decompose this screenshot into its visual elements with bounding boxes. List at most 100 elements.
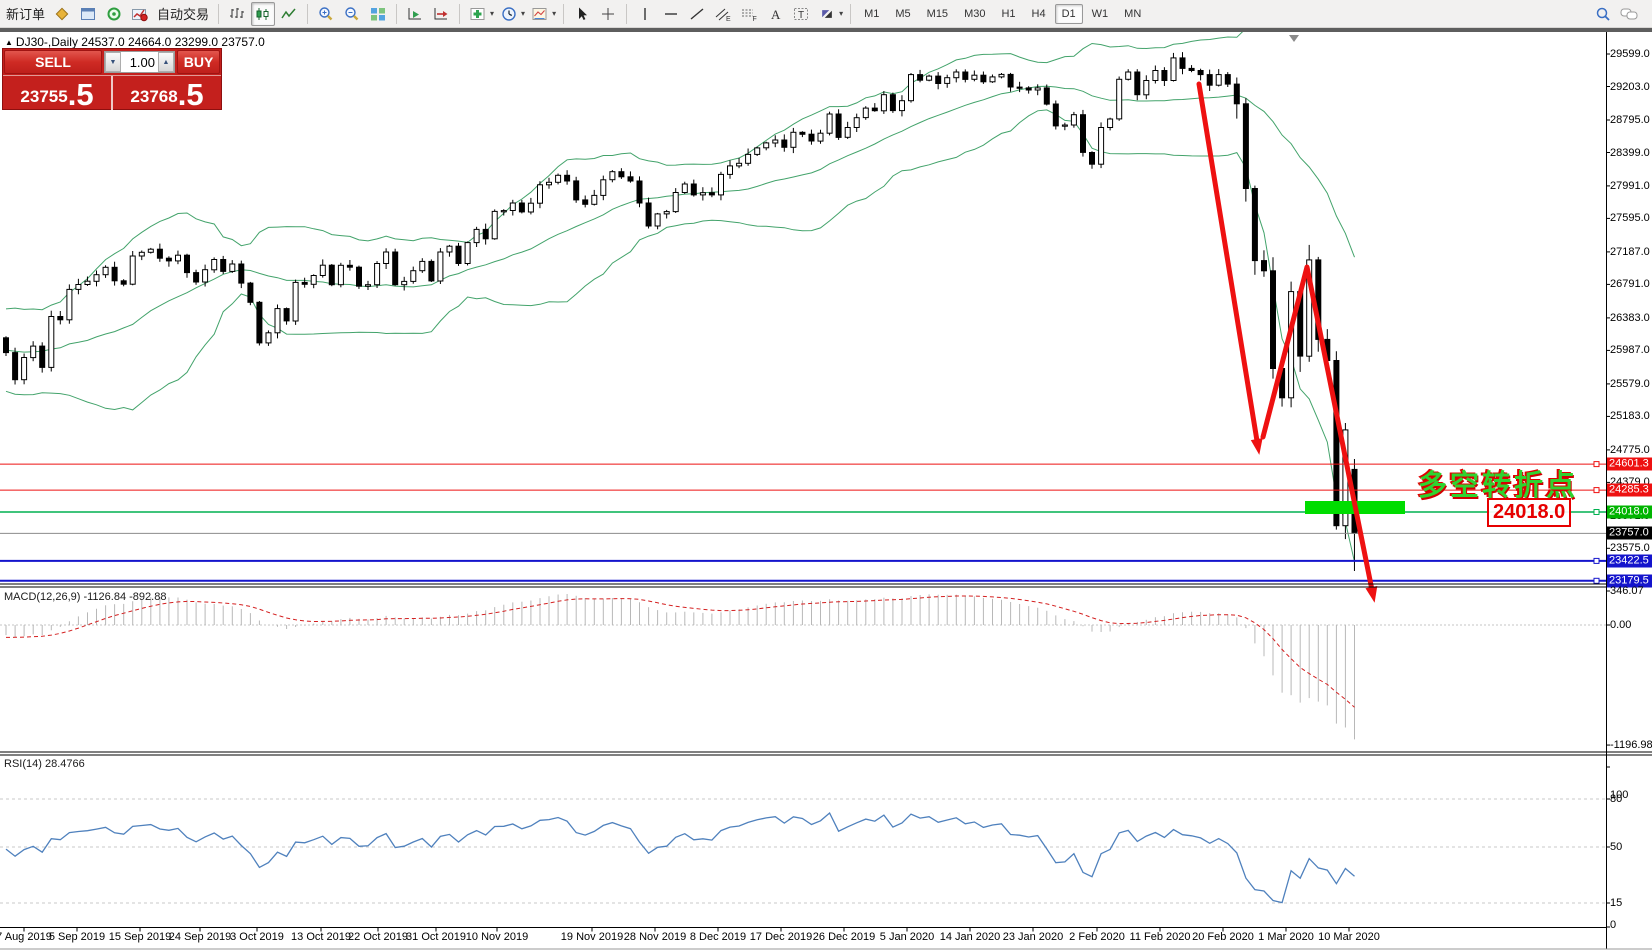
toolbar-separator: [307, 3, 309, 24]
horizontal-line-icon[interactable]: [659, 2, 683, 26]
rsi-line: [5, 811, 1355, 904]
macd-scale-label: 346.07: [1610, 585, 1644, 597]
line-chart-icon[interactable]: [277, 2, 301, 26]
volume-increase-button[interactable]: ▲: [158, 52, 174, 72]
bollinger-middle-band: [5, 85, 1355, 353]
rsi-scale-label: 50: [1610, 841, 1623, 853]
fibonacci-icon[interactable]: F: [737, 2, 761, 26]
price-tick-label: 26383.0: [1610, 311, 1650, 324]
price-tick-label: 29599.0: [1610, 48, 1650, 60]
timeframe-h1-button[interactable]: H1: [1001, 7, 1016, 20]
date-label: 8 Dec 2019: [689, 931, 747, 943]
arrows-icon-dropdown[interactable]: ▾: [839, 9, 844, 18]
line-handle[interactable]: [1593, 577, 1600, 584]
date-label: 14 Jan 2020: [939, 931, 1001, 943]
sell-button[interactable]: SELL: [4, 50, 102, 74]
red-arrow-annotation-1[interactable]: [1196, 81, 1261, 450]
price-line-label: 24285.3: [1607, 483, 1652, 497]
rsi-scale-label: 0: [1610, 919, 1617, 931]
date-label: 5 Jan 2020: [879, 931, 935, 943]
sell-price-int: 23755: [20, 87, 68, 106]
bollinger-upper-band: [5, 32, 1243, 311]
date-label: 13 Oct 2019: [291, 931, 351, 943]
red-arrow-annotation-2[interactable]: [1260, 264, 1376, 598]
channel-icon[interactable]: E: [711, 2, 735, 26]
line-handle[interactable]: [1593, 557, 1600, 564]
price-line-label: 24601.3: [1607, 457, 1652, 471]
auto-scroll-icon[interactable]: [403, 2, 427, 26]
date-label: 7 Aug 2019: [0, 931, 52, 943]
chart-shift-icon[interactable]: [429, 2, 453, 26]
main-price-pane[interactable]: [5, 32, 1355, 562]
date-label: 22 Oct 2019: [348, 931, 408, 943]
templates-icon-dropdown[interactable]: ▾: [552, 9, 557, 18]
periods-icon-dropdown[interactable]: ▾: [521, 9, 526, 18]
chart-shift-marker[interactable]: [1289, 35, 1299, 42]
line-handle[interactable]: [1593, 487, 1600, 494]
text-label-icon[interactable]: T: [789, 2, 813, 26]
tile-windows-icon[interactable]: [366, 2, 390, 26]
zoom-out-icon[interactable]: [340, 2, 364, 26]
date-label: 10 Nov 2019: [465, 931, 529, 943]
turning-point-annotation[interactable]: 多空转折点: [1418, 470, 1579, 502]
rsi-indicator-label: RSI(14) 28.4766: [4, 758, 85, 770]
timeframe-m15-button[interactable]: M15: [926, 7, 949, 20]
timeframe-m5-button[interactable]: M5: [895, 7, 911, 20]
chat-icon[interactable]: [1617, 2, 1641, 26]
terminal-window-icon[interactable]: [76, 2, 100, 26]
cursor-icon[interactable]: [570, 2, 594, 26]
indicators-icon-dropdown[interactable]: ▾: [490, 9, 495, 18]
chart-title: ▲ DJ30-,Daily 24537.0 24664.0 23299.0 237…: [5, 35, 265, 49]
price-tick-label: 27595.0: [1610, 212, 1650, 225]
date-label: 17 Dec 2019: [749, 931, 813, 943]
timeframe-m1-button[interactable]: M1: [864, 7, 880, 20]
date-label: 28 Nov 2019: [623, 931, 687, 943]
timeframe-d1-button[interactable]: D1: [1054, 3, 1083, 24]
svg-text:A: A: [771, 7, 781, 22]
timeframe-m30-button[interactable]: M30: [964, 7, 986, 20]
price-box-annotation[interactable]: 24018.0: [1487, 498, 1572, 527]
text-icon[interactable]: A: [763, 2, 787, 26]
vertical-line-icon[interactable]: [633, 2, 657, 26]
buy-price-int: 23768: [130, 87, 178, 106]
new-order-button[interactable]: 新订单: [6, 7, 46, 22]
candlestick-chart-icon[interactable]: [251, 1, 276, 26]
chart-canvas[interactable]: [0, 32, 1652, 950]
sell-price[interactable]: 23755.5: [3, 76, 113, 110]
trendline-icon[interactable]: [685, 2, 709, 26]
rsi-pane[interactable]: [0, 798, 1606, 904]
bar-chart-icon[interactable]: [225, 2, 249, 26]
arrows-icon[interactable]: [815, 2, 839, 26]
line-handle[interactable]: [1593, 509, 1600, 515]
crosshair-icon[interactable]: [596, 2, 620, 26]
buy-button[interactable]: BUY: [177, 50, 220, 74]
periods-icon[interactable]: [497, 2, 521, 26]
signal-icon[interactable]: [102, 2, 126, 26]
market-watch-icon[interactable]: [50, 2, 74, 26]
price-tick-label: 26791.0: [1610, 278, 1650, 291]
timeframe-w1-button[interactable]: W1: [1091, 7, 1109, 20]
buy-price[interactable]: 23768.5: [113, 76, 221, 110]
chart-window-icon: ▲: [5, 38, 13, 47]
timeframe-mn-button[interactable]: MN: [1124, 7, 1142, 20]
macd-indicator-label: MACD(12,26,9) -1126.84 -892.88: [4, 591, 167, 603]
macd-pane[interactable]: [0, 594, 1606, 740]
date-label: 11 Feb 2020: [1129, 931, 1191, 943]
volume-input[interactable]: [121, 52, 158, 72]
trade-panel-controls: SELL ▼ ▲ BUY: [3, 49, 221, 75]
zoom-in-icon[interactable]: [314, 2, 338, 26]
volume-stepper: ▼ ▲: [104, 51, 175, 73]
chart-title-text: DJ30-,Daily 24537.0 24664.0 23299.0 2375…: [15, 35, 265, 49]
indicators-icon[interactable]: [466, 2, 490, 26]
price-line-label: 23422.5: [1607, 554, 1652, 568]
candles: [3, 52, 1358, 571]
auto-trading-icon[interactable]: [128, 2, 152, 26]
timeframe-h4-button[interactable]: H4: [1031, 7, 1046, 20]
toolbar-search-icon[interactable]: [1591, 2, 1615, 26]
auto-trading-button[interactable]: 自动交易: [157, 7, 210, 22]
date-label: 26 Dec 2019: [812, 931, 876, 943]
templates-icon[interactable]: [528, 2, 552, 26]
volume-decrease-button[interactable]: ▼: [105, 52, 121, 72]
rsi-scale-label: 100: [1610, 789, 1629, 801]
line-handle[interactable]: [1593, 461, 1600, 468]
